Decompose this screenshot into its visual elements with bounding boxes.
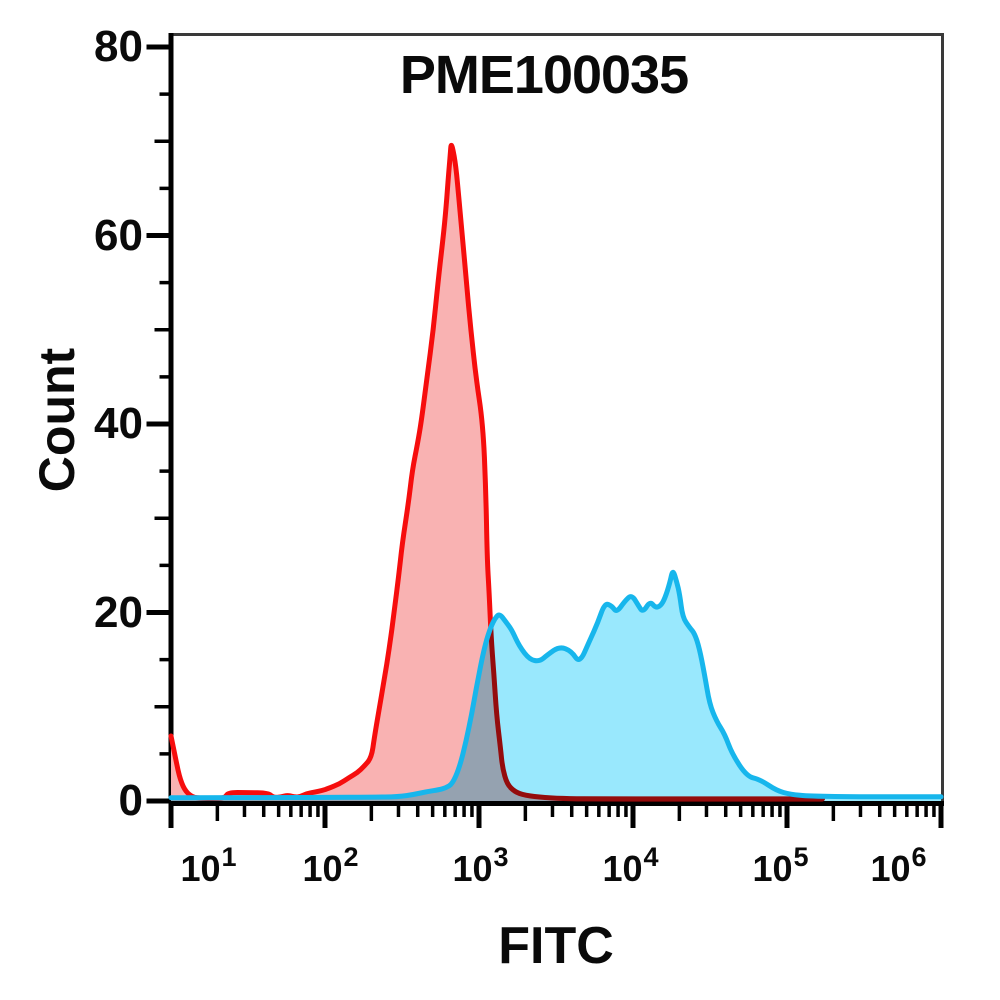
y-tick-label: 20 xyxy=(94,587,143,637)
x-tick-label: 103 xyxy=(452,842,509,889)
sample-curve-line xyxy=(168,569,944,801)
sample-curve-fill xyxy=(171,572,941,801)
x-tick-label: 105 xyxy=(752,842,809,889)
x-axis-title: FITC xyxy=(498,917,614,975)
y-tick-label: 40 xyxy=(94,399,143,448)
y-tick-label: 80 xyxy=(94,22,143,71)
x-tick-label: 102 xyxy=(302,842,359,889)
y-tick-label: 0 xyxy=(118,776,143,825)
x-tick-label: 104 xyxy=(602,842,659,889)
x-tick-label: 101 xyxy=(180,842,237,889)
chart-title: PME100035 xyxy=(399,45,689,105)
y-tick-label: 60 xyxy=(94,210,143,260)
x-tick-label: 106 xyxy=(870,842,927,889)
